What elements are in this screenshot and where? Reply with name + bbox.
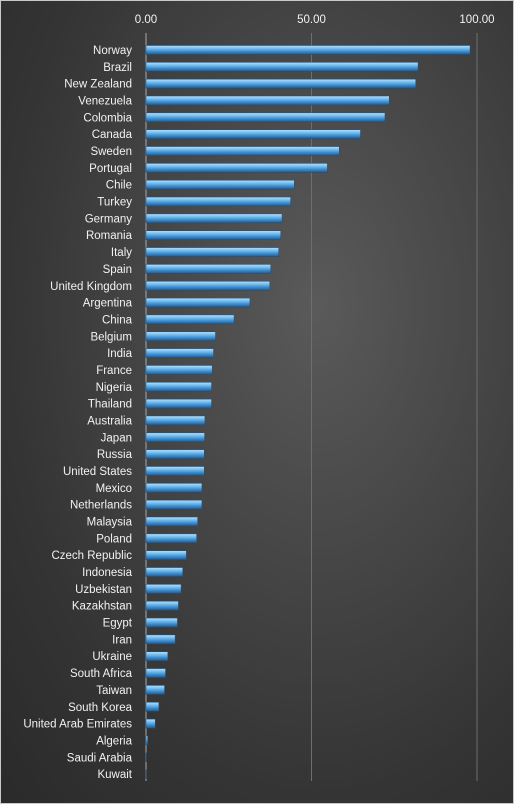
category-label: Netherlands: [70, 500, 132, 512]
category-label: Ukraine: [92, 651, 132, 663]
bar-colombia: [146, 113, 385, 122]
category-label: Sweden: [90, 146, 132, 158]
bar-japan: [146, 433, 205, 442]
category-label: United States: [63, 466, 132, 478]
category-label: Iran: [112, 634, 132, 646]
category-label: Taiwan: [96, 685, 132, 697]
category-label: Romania: [86, 230, 133, 242]
category-label: Kazakhstan: [72, 601, 132, 613]
bar-india: [146, 349, 214, 358]
bar-ukraine: [146, 652, 168, 661]
bar-spain: [146, 264, 271, 273]
category-label: Colombia: [83, 112, 132, 124]
bar-sweden: [146, 147, 339, 156]
category-label: Malaysia: [87, 517, 133, 529]
bars: [146, 46, 470, 779]
category-labels: Norway Brazil New Zealand Venezuela Colombia…: [23, 45, 132, 781]
category-label: Russia: [97, 449, 133, 461]
category-label: United Arab Emirates: [23, 719, 132, 731]
category-label: Canada: [92, 129, 133, 141]
category-label: Turkey: [97, 197, 132, 209]
category-label: Algeria: [96, 735, 132, 747]
category-label: Indonesia: [82, 567, 132, 579]
category-label: Portugal: [89, 163, 132, 175]
category-label: Japan: [101, 432, 132, 444]
category-label: Belgium: [90, 331, 132, 343]
bar-kazakhstan: [146, 601, 178, 610]
bar-mexico: [146, 483, 202, 492]
category-label: India: [107, 348, 133, 360]
category-label: Uzbekistan: [75, 584, 132, 596]
bar-iran: [146, 635, 175, 644]
category-label: Argentina: [83, 298, 133, 310]
bar-chile: [146, 180, 294, 189]
category-label: Germany: [85, 213, 133, 225]
category-label: Nigeria: [96, 382, 133, 394]
bar-canada: [146, 130, 360, 139]
category-label: Egypt: [103, 618, 133, 630]
bar-france: [146, 365, 212, 374]
bar-poland: [146, 534, 197, 543]
category-label: New Zealand: [64, 79, 132, 91]
bar-malaysia: [146, 517, 198, 526]
bar-thailand: [146, 399, 212, 408]
bar-taiwan: [146, 685, 165, 694]
bar-south-korea: [146, 702, 159, 711]
category-label: Mexico: [96, 483, 132, 495]
bar-turkey: [146, 197, 291, 206]
bar-egypt: [146, 618, 177, 627]
bar-australia: [146, 416, 205, 425]
bar-new-zealand: [146, 79, 416, 88]
bar-nigeria: [146, 382, 212, 391]
category-label: South Korea: [68, 702, 133, 714]
bar-china: [146, 315, 234, 324]
bar-portugal: [146, 163, 327, 172]
bar-united-states: [146, 467, 204, 476]
bar-united-kingdom: [146, 281, 270, 290]
bar-germany: [146, 214, 282, 223]
x-axis-ticks: 0.00 50.00 100.00: [135, 14, 495, 26]
bar-united-arab-emirates: [146, 719, 155, 728]
category-label: China: [102, 314, 133, 326]
bar-norway: [146, 46, 470, 55]
category-label: Thailand: [88, 399, 132, 411]
category-label: United Kingdom: [50, 281, 132, 293]
category-label: Venezuela: [78, 96, 132, 108]
category-label: Chile: [106, 180, 132, 192]
bar-south-africa: [146, 669, 166, 678]
category-label: South Africa: [70, 668, 133, 680]
bar-italy: [146, 248, 279, 257]
bar-indonesia: [146, 568, 183, 577]
bar-venezuela: [146, 96, 389, 105]
bar-argentina: [146, 298, 250, 307]
bar-algeria: [146, 736, 148, 745]
category-label: France: [96, 365, 132, 377]
category-label: Czech Republic: [51, 550, 132, 562]
x-tick-label: 0.00: [135, 14, 157, 26]
category-label: Saudi Arabia: [67, 752, 133, 764]
bar-netherlands: [146, 500, 202, 509]
bar-belgium: [146, 332, 216, 341]
bar-brazil: [146, 62, 418, 71]
x-tick-label: 50.00: [297, 14, 326, 26]
category-label: Australia: [87, 415, 132, 427]
bar-uzbekistan: [146, 584, 181, 593]
bar-czech-republic: [146, 551, 186, 560]
category-label: Italy: [111, 247, 132, 259]
bar-romania: [146, 231, 281, 240]
x-tick-label: 100.00: [459, 14, 494, 26]
category-label: Spain: [103, 264, 132, 276]
category-label: Poland: [96, 533, 132, 545]
category-label: Norway: [93, 45, 132, 57]
category-label: Brazil: [103, 62, 132, 74]
category-label: Kuwait: [97, 769, 132, 781]
bar-russia: [146, 450, 204, 459]
